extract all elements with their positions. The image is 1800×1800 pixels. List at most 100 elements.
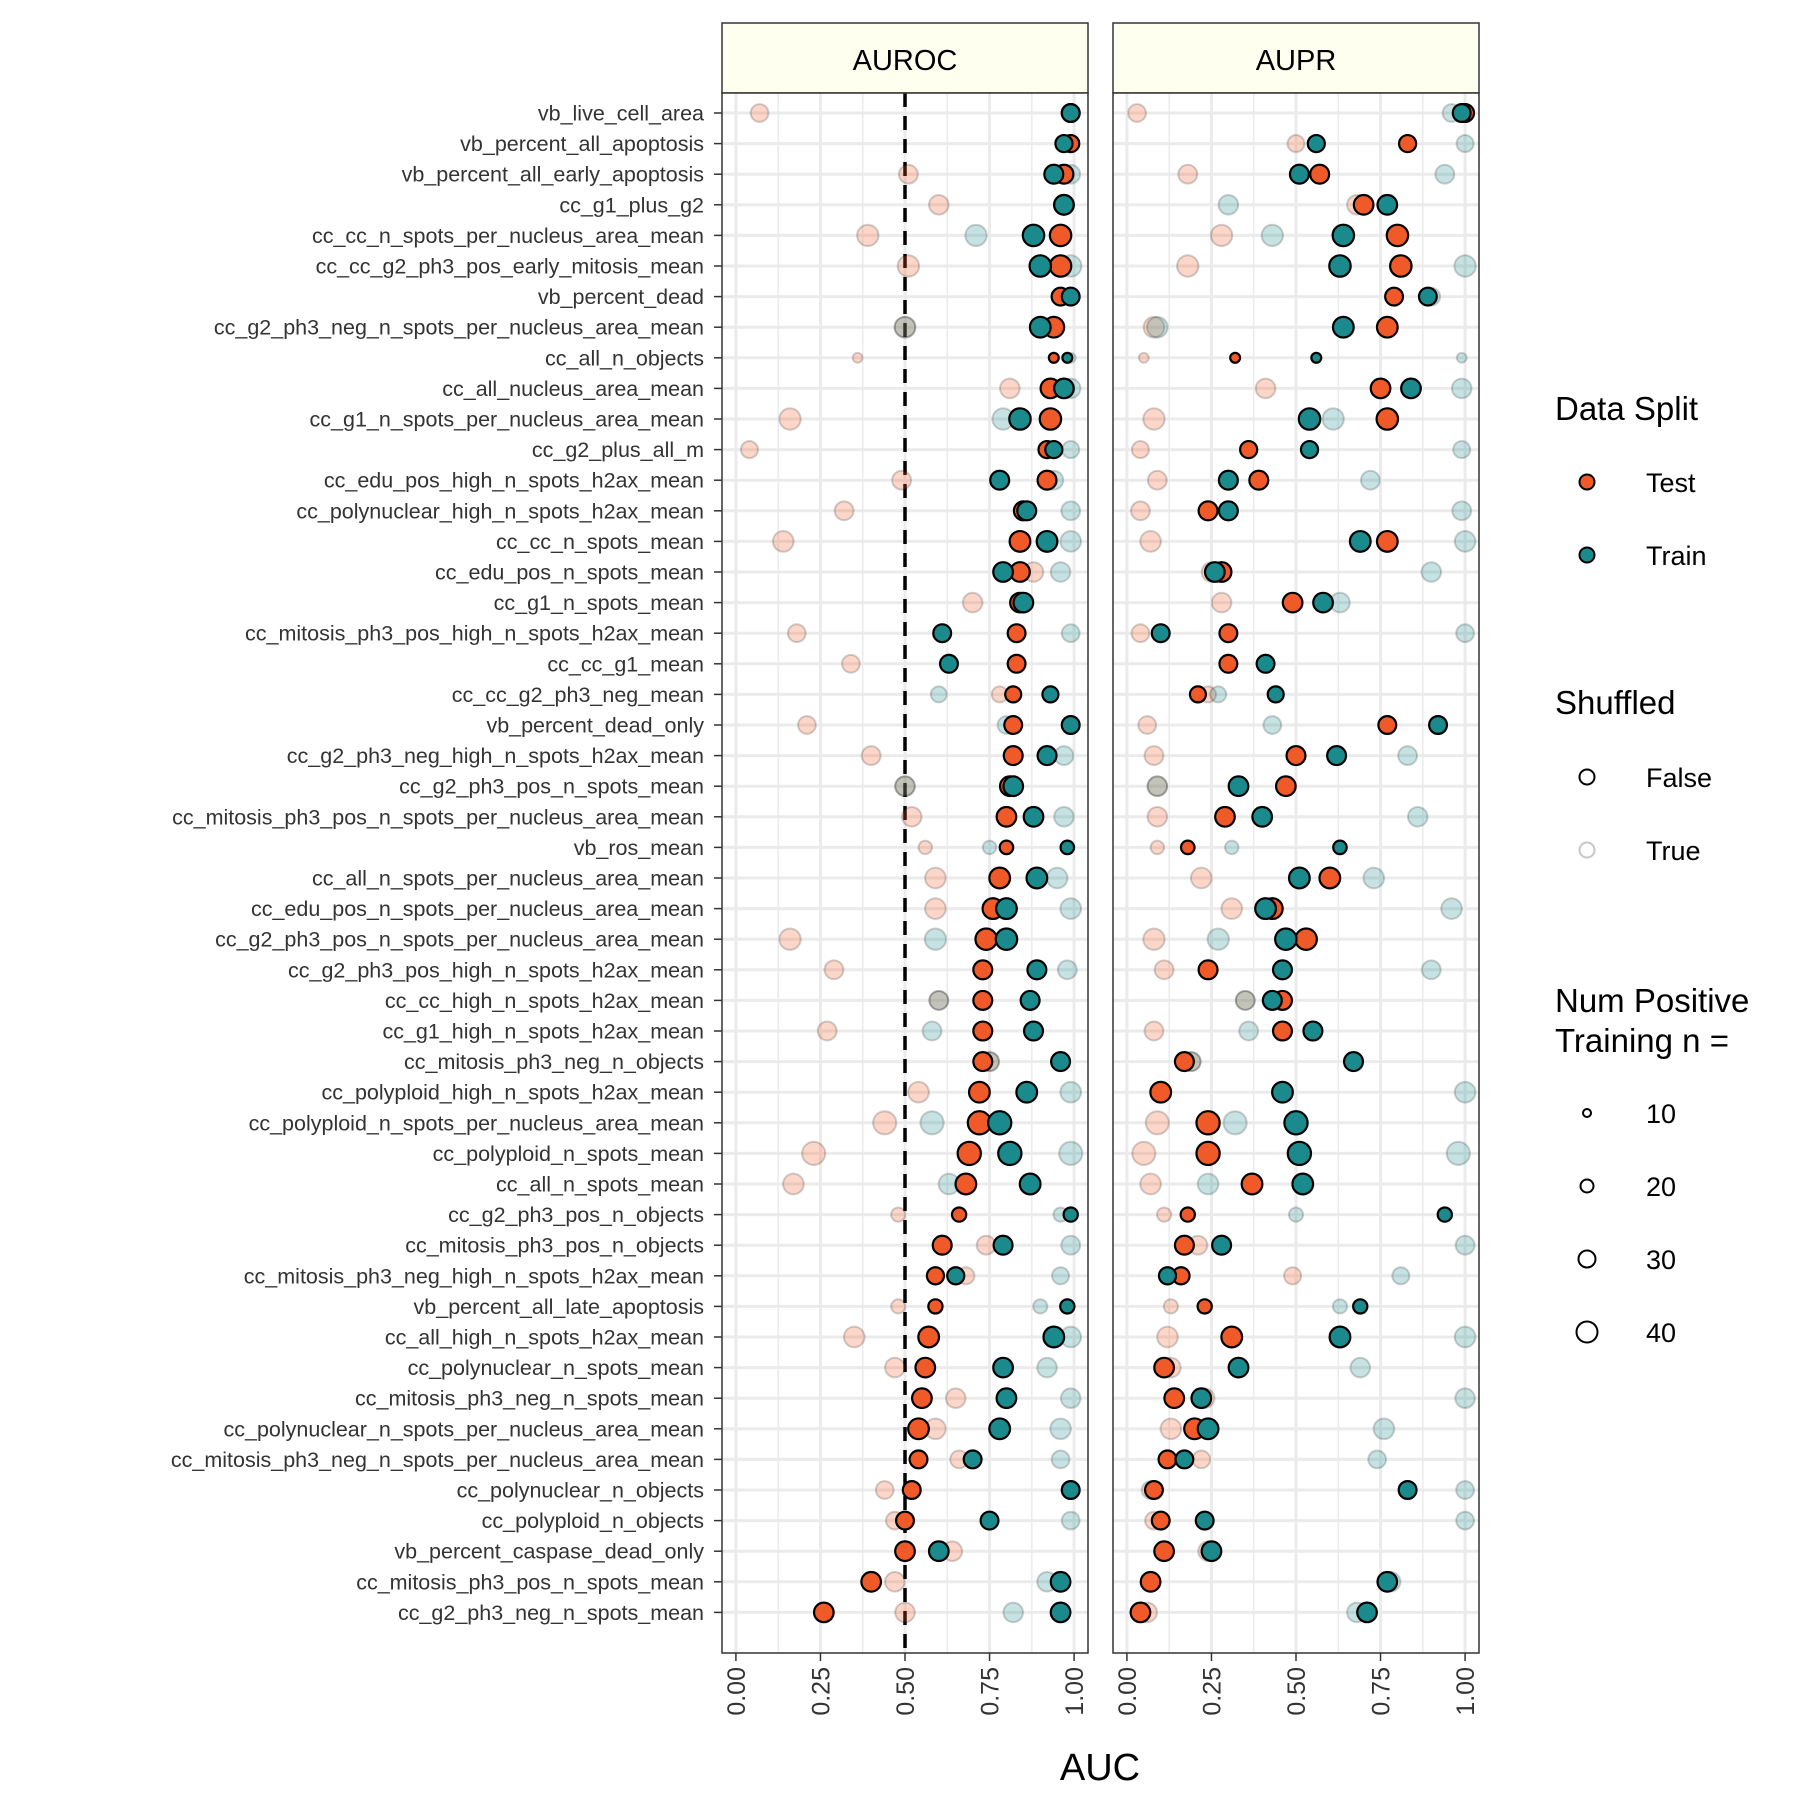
- point-test-auroc: [1036, 469, 1058, 491]
- point-train-auroc: [1049, 1601, 1072, 1624]
- point-test-shuffled-aupr: [1156, 1325, 1179, 1349]
- x-axis-title: AUC: [1060, 1747, 1140, 1789]
- point-test-shuffled-aupr: [1254, 377, 1277, 400]
- point-train-shuffled-aupr: [1453, 1080, 1477, 1104]
- point-test-shuffled-auroc: [840, 653, 861, 674]
- point-test-shuffled-aupr: [1142, 407, 1166, 431]
- point-test-shuffled-auroc: [890, 1298, 907, 1315]
- point-train-shuffled-aupr: [1260, 223, 1285, 248]
- point-train-auroc: [1025, 866, 1049, 890]
- y-tick-label: cc_g2_ph3_neg_n_spots_per_nucleus_area_m…: [214, 316, 704, 340]
- point-train-shuffled-aupr: [1453, 254, 1477, 278]
- y-tick-label: cc_cc_n_spots_per_nucleus_area_mean: [312, 224, 704, 248]
- point-train-shuffled-aupr: [1217, 194, 1240, 216]
- point-train-auroc: [1059, 1298, 1076, 1315]
- point-train-auroc: [995, 897, 1018, 921]
- y-tick-label: cc_edu_pos_n_spots_per_nucleus_area_mean: [251, 897, 704, 921]
- point-train-aupr: [1342, 1051, 1365, 1073]
- point-test-shuffled-auroc: [924, 897, 947, 920]
- y-tick-label: cc_polyploid_high_n_spots_h2ax_mean: [321, 1081, 704, 1105]
- x-tick-label-auroc: 1.00: [1061, 1667, 1089, 1716]
- y-tick-label: cc_g2_ph3_neg_high_n_spots_h2ax_mean: [287, 744, 704, 768]
- point-train-shuffled-auroc: [1045, 866, 1069, 890]
- point-test-aupr: [1318, 866, 1342, 890]
- point-train-auroc: [1050, 1051, 1072, 1073]
- point-train-aupr: [1190, 1387, 1213, 1410]
- point-train-aupr: [1217, 500, 1239, 522]
- point-train-aupr: [1331, 223, 1356, 248]
- point-train-aupr: [1451, 102, 1472, 123]
- point-test-shuffled-auroc: [771, 530, 795, 553]
- y-tick-label: cc_g1_high_n_spots_h2ax_mean: [382, 1020, 704, 1044]
- point-train-shuffled-aupr: [1455, 134, 1475, 154]
- point-train-aupr: [1400, 377, 1422, 400]
- facet-label-aupr: AUPR: [1256, 45, 1337, 77]
- point-test-auroc: [1003, 714, 1024, 735]
- point-train-auroc: [1002, 775, 1025, 798]
- point-test-aupr: [1218, 653, 1239, 674]
- point-train-shuffled-auroc: [1060, 623, 1081, 644]
- point-train-shuffled-auroc: [1049, 561, 1072, 583]
- point-train-shuffled-auroc: [1059, 897, 1083, 920]
- point-train-shuffled-auroc: [1036, 1356, 1058, 1379]
- point-train-aupr: [1352, 1298, 1369, 1315]
- point-train-shuffled-aupr: [1440, 897, 1463, 920]
- y-tick-label: cc_mitosis_ph3_neg_n_spots_per_nucleus_a…: [171, 1448, 704, 1472]
- point-train-shuffled-auroc: [1002, 1601, 1025, 1624]
- legend-label-size-30: 30: [1646, 1245, 1676, 1275]
- point-test-shuffled-auroc: [816, 1020, 838, 1042]
- y-tick-label: cc_mitosis_ph3_neg_n_objects: [404, 1050, 704, 1074]
- point-test-auroc: [927, 1298, 944, 1315]
- point-train-shuffled-auroc: [929, 685, 948, 704]
- point-train-auroc: [1041, 685, 1060, 704]
- point-train-aupr: [1211, 1234, 1233, 1256]
- point-test-aupr: [1375, 529, 1399, 553]
- y-tick-label: cc_g2_ph3_pos_high_n_spots_h2ax_mean: [288, 958, 704, 982]
- point-train-aupr: [1271, 1080, 1294, 1104]
- point-test-aupr: [1389, 254, 1413, 278]
- point-test-shuffled-aupr: [1129, 500, 1151, 522]
- point-test-auroc: [931, 1234, 953, 1256]
- point-test-shuffled-aupr: [1131, 1140, 1157, 1167]
- point-train-shuffled-aupr: [1222, 1110, 1248, 1136]
- point-train-aupr: [1299, 439, 1320, 460]
- point-train-shuffled-auroc: [921, 1020, 943, 1042]
- point-train-auroc: [992, 1356, 1014, 1379]
- point-train-shuffled-aupr: [1209, 685, 1228, 704]
- point-test-aupr: [1150, 1510, 1171, 1531]
- y-tick-label: cc_cc_n_spots_mean: [496, 530, 704, 554]
- legend-label-size-20: 20: [1646, 1172, 1676, 1202]
- y-tick-label: vb_percent_all_late_apoptosis: [414, 1295, 704, 1319]
- point-train-shuffled-aupr: [1451, 500, 1473, 522]
- point-test-auroc: [1048, 223, 1073, 248]
- legend-title-data-split: Data Split: [1555, 390, 1698, 427]
- point-train-aupr: [1328, 254, 1352, 278]
- point-train-shuffled-aupr: [1450, 377, 1473, 400]
- point-test-auroc: [1006, 623, 1027, 644]
- point-test-aupr: [1197, 959, 1219, 981]
- point-train-aupr: [1376, 193, 1399, 216]
- point-train-shuffled-aupr: [1434, 163, 1456, 185]
- point-train-shuffled-aupr: [1372, 1417, 1396, 1441]
- point-test-shuffled-aupr: [1209, 223, 1234, 248]
- point-test-shuffled-aupr: [1286, 134, 1306, 154]
- legend-key-test: [1578, 473, 1596, 491]
- point-test-auroc: [925, 1266, 946, 1286]
- point-train-shuffled-auroc: [1053, 806, 1075, 828]
- point-test-shuffled-aupr: [1283, 1266, 1303, 1286]
- point-test-auroc: [914, 1356, 937, 1379]
- point-train-auroc: [1060, 286, 1081, 307]
- point-train-auroc: [1042, 1325, 1066, 1349]
- point-train-aupr: [1428, 714, 1449, 735]
- point-test-aupr: [1240, 1172, 1264, 1196]
- point-test-shuffled-aupr: [1127, 103, 1147, 123]
- point-test-shuffled-auroc: [782, 1172, 805, 1196]
- point-test-auroc: [907, 1417, 930, 1441]
- point-test-shuffled-auroc: [897, 163, 919, 185]
- legend-label-size-40: 40: [1646, 1318, 1676, 1348]
- point-test-aupr: [1271, 1020, 1294, 1042]
- point-train-aupr: [1297, 407, 1322, 431]
- x-tick-label-aupr: 0.75: [1368, 1667, 1396, 1716]
- point-train-aupr: [1217, 469, 1239, 491]
- point-test-aupr: [1188, 685, 1208, 704]
